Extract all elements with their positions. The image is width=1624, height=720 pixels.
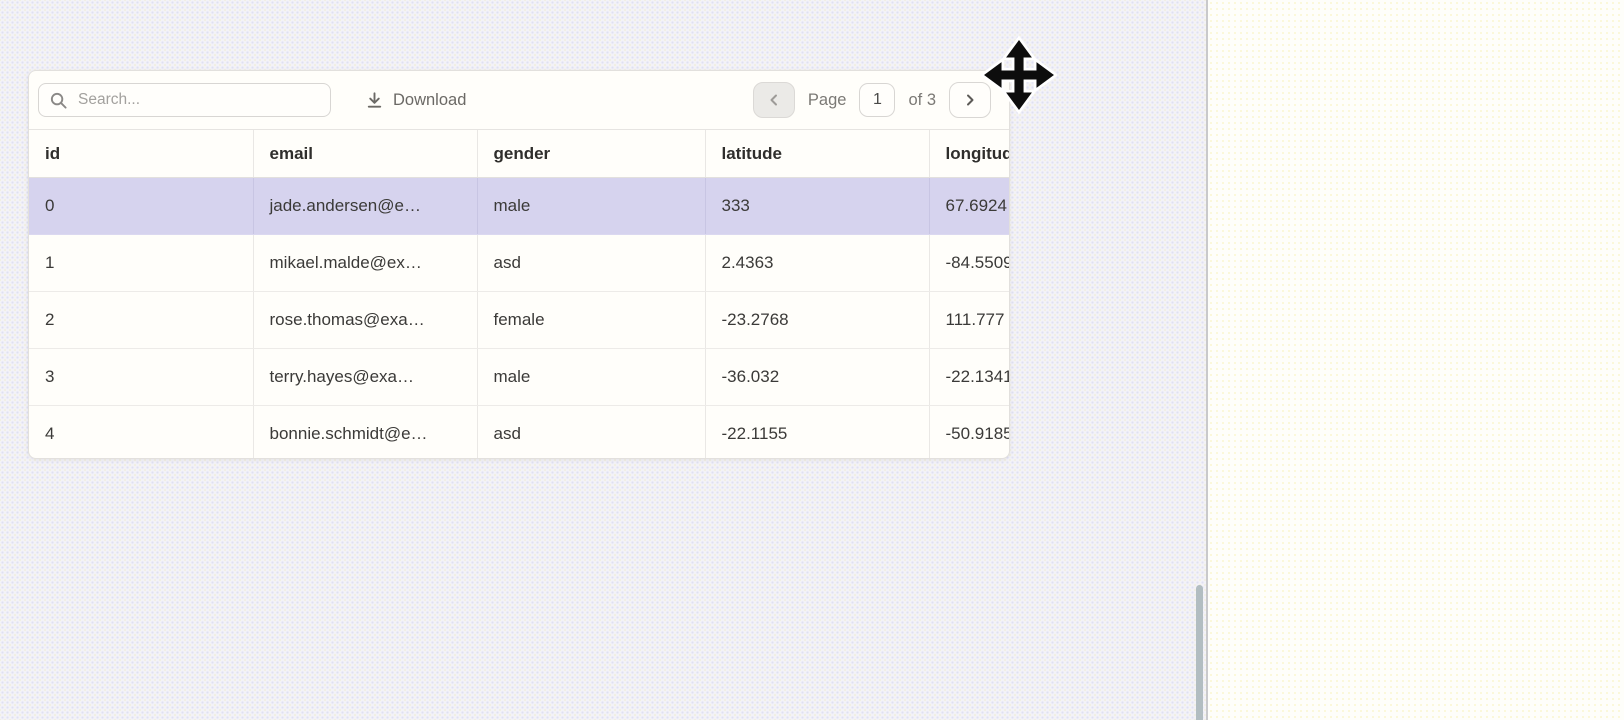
cell-latitude[interactable]: 333 (705, 177, 930, 235)
panel-divider (1206, 0, 1208, 720)
column-header-latitude[interactable]: latitude (705, 130, 930, 178)
cell-gender[interactable]: male (477, 348, 706, 406)
data-table: id email gender latitude longitude 0 jad… (29, 130, 1010, 458)
previous-page-button[interactable] (752, 82, 795, 118)
cell-latitude[interactable]: -23.2768 (705, 291, 930, 349)
column-header-id[interactable]: id (29, 130, 254, 178)
cell-email[interactable]: jade.andersen@e… (253, 177, 478, 235)
move-cursor-icon (981, 35, 1057, 115)
cell-id[interactable]: 0 (29, 177, 254, 235)
data-table-card: Download Page of 3 (28, 70, 1010, 459)
download-icon (367, 91, 382, 108)
cell-latitude[interactable]: -36.032 (705, 348, 930, 406)
column-header-email[interactable]: email (253, 130, 478, 178)
table-row[interactable]: 0 jade.andersen@e… male 333 67.6924 (29, 177, 1009, 235)
cell-id[interactable]: 1 (29, 234, 254, 292)
search-box[interactable] (38, 83, 331, 117)
table-header-row: id email gender latitude longitude (29, 130, 1009, 178)
chevron-right-icon (967, 94, 974, 106)
pagination: Page of 3 (752, 82, 991, 118)
vertical-scrollbar-thumb[interactable] (1196, 585, 1203, 720)
table-toolbar: Download Page of 3 (29, 71, 1009, 130)
cell-gender[interactable]: asd (477, 234, 706, 292)
table-row[interactable]: 4 bonnie.schmidt@e… asd -22.1155 -50.918… (29, 405, 1010, 458)
cell-id[interactable]: 4 (29, 405, 254, 458)
table-row[interactable]: 2 rose.thomas@exa… female -23.2768 111.7… (29, 291, 1009, 349)
cell-gender[interactable]: female (477, 291, 706, 349)
cell-email[interactable]: terry.hayes@exa… (253, 348, 478, 406)
cell-email[interactable]: bonnie.schmidt@e… (253, 405, 478, 458)
main-content-area: Download Page of 3 (0, 0, 1206, 720)
cell-gender[interactable]: male (477, 177, 706, 235)
column-header-gender[interactable]: gender (477, 130, 706, 178)
cell-id[interactable]: 3 (29, 348, 254, 406)
right-panel (1208, 0, 1624, 720)
download-label: Download (393, 90, 467, 109)
cell-email[interactable]: mikael.malde@ex… (253, 234, 478, 292)
cell-latitude[interactable]: 2.4363 (705, 234, 930, 292)
cell-longitude[interactable]: 111.777 (929, 291, 1009, 349)
cell-latitude[interactable]: -22.1155 (705, 405, 930, 458)
search-input[interactable] (76, 90, 320, 110)
cell-longitude[interactable]: -22.1341 (929, 348, 1009, 406)
cell-longitude[interactable]: -50.9185 (945, 424, 1010, 443)
page-total-label: of 3 (908, 90, 936, 109)
column-header-longitude[interactable]: longitude (929, 130, 1009, 178)
next-page-button[interactable] (949, 82, 991, 118)
cell-longitude[interactable]: -84.5509 (929, 234, 1009, 292)
table-row[interactable]: 3 terry.hayes@exa… male -36.032 -22.1341 (29, 348, 1009, 406)
cell-email[interactable]: rose.thomas@exa… (253, 291, 478, 349)
download-button[interactable]: Download (363, 87, 468, 114)
table-row[interactable]: 1 mikael.malde@ex… asd 2.4363 -84.5509 (29, 234, 1009, 292)
cell-gender[interactable]: asd (477, 405, 706, 458)
cell-id[interactable]: 2 (29, 291, 254, 349)
cell-longitude[interactable]: 67.6924 (929, 177, 1009, 235)
chevron-left-icon (770, 94, 777, 106)
search-icon (50, 92, 67, 109)
page-number-input[interactable] (859, 83, 896, 117)
page-label: Page (807, 90, 847, 109)
